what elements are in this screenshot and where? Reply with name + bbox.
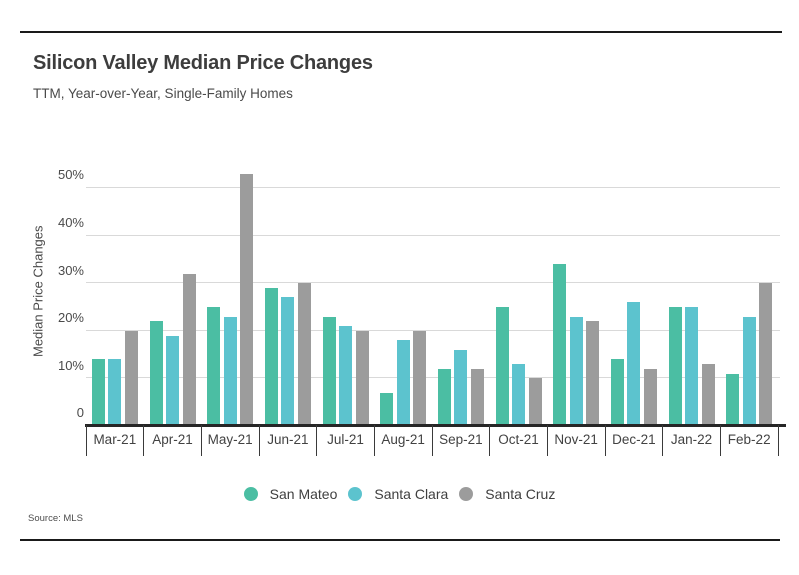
top-rule (20, 31, 782, 33)
legend-item-san-mateo: San Mateo (243, 486, 338, 502)
x-label-may-21: May-21 (207, 432, 253, 447)
y-tick-label-0: 0 (76, 405, 84, 421)
bar-san-mateo-oct-21 (495, 307, 509, 426)
bar-san-mateo-dec-21 (610, 359, 624, 426)
bar-san-mateo-feb-22 (726, 373, 740, 426)
x-tick-7 (489, 425, 491, 456)
legend-item-santa-clara: Santa Clara (348, 486, 448, 502)
bar-santa-clara-apr-21 (166, 335, 179, 426)
y-tick-label-30pct: 30% (57, 262, 84, 278)
bar-san-mateo-apr-21 (149, 321, 163, 426)
x-label-jul-21: Jul-21 (327, 432, 364, 447)
bar-san-mateo-sep-21 (437, 368, 451, 426)
chart-subtitle: TTM, Year-over-Year, Single-Family Homes (33, 86, 293, 101)
bar-santa-cruz-dec-21 (643, 368, 657, 426)
x-tick-12 (777, 425, 779, 456)
bar-santa-clara-jun-21 (281, 297, 295, 426)
y-tick-label-20pct: 20% (57, 310, 84, 326)
gridline-30pct (86, 282, 780, 284)
bar-santa-cruz-feb-22 (759, 283, 773, 426)
bar-santa-clara-may-21 (223, 316, 237, 426)
bar-santa-clara-aug-21 (396, 340, 410, 426)
bar-santa-clara-jul-21 (339, 326, 352, 426)
gridline-10pct (86, 377, 780, 379)
x-axis-line (85, 424, 786, 427)
x-tick-4 (316, 425, 318, 456)
bar-santa-cruz-jan-22 (701, 364, 715, 426)
x-label-oct-21: Oct-21 (498, 432, 539, 447)
bar-santa-clara-sep-21 (454, 349, 468, 426)
legend-label: San Mateo (269, 486, 338, 502)
bar-santa-cruz-mar-21 (124, 330, 138, 426)
x-label-nov-21: Nov-21 (554, 432, 598, 447)
x-label-mar-21: Mar-21 (93, 432, 137, 447)
x-label-apr-21: Apr-21 (152, 432, 193, 447)
x-tick-0 (85, 425, 87, 456)
gridline-40pct (86, 234, 780, 236)
chart-title: Silicon Valley Median Price Changes (33, 52, 373, 74)
x-label-feb-22: Feb-22 (727, 432, 771, 447)
bar-san-mateo-nov-21 (553, 264, 567, 426)
legend-label: Santa Cruz (485, 486, 556, 502)
bar-santa-clara-oct-21 (512, 364, 526, 426)
bar-santa-clara-jan-22 (685, 307, 699, 426)
plot-area (86, 155, 780, 426)
bar-san-mateo-mar-21 (91, 359, 105, 426)
legend-swatch-icon (348, 487, 363, 501)
x-label-jun-21: Jun-21 (267, 432, 309, 447)
x-tick-1 (143, 425, 145, 456)
gridline-20pct (86, 329, 780, 331)
x-label-aug-21: Aug-21 (381, 432, 425, 447)
bar-santa-cruz-aug-21 (413, 330, 427, 426)
x-tick-6 (431, 425, 433, 456)
bar-santa-cruz-oct-21 (528, 378, 542, 426)
y-tick-label-40pct: 40% (57, 215, 84, 230)
bar-santa-cruz-jul-21 (355, 330, 369, 426)
legend-label: Santa Clara (374, 486, 449, 502)
legend: San Mateo Santa Clara Santa Cruz (0, 486, 799, 502)
gridline-50pct (86, 187, 780, 188)
bar-santa-clara-nov-21 (569, 316, 583, 426)
bar-san-mateo-aug-21 (380, 392, 394, 426)
legend-swatch-icon (459, 487, 474, 501)
y-tick-label-10pct: 10% (57, 357, 84, 373)
bar-santa-cruz-nov-21 (586, 321, 600, 426)
bottom-rule (20, 539, 780, 541)
source-note: Source: MLS (28, 513, 83, 524)
bar-san-mateo-jul-21 (322, 316, 336, 426)
x-label-jan-22: Jan-22 (670, 432, 713, 447)
y-tick-label-50pct: 50% (57, 167, 84, 183)
x-tick-11 (719, 425, 722, 456)
bar-santa-cruz-sep-21 (470, 368, 484, 426)
bar-santa-cruz-apr-21 (182, 273, 196, 426)
bar-santa-clara-dec-21 (627, 302, 641, 426)
x-label-sep-21: Sep-21 (439, 432, 483, 447)
bar-santa-cruz-jun-21 (297, 283, 311, 426)
bar-san-mateo-jun-21 (264, 287, 278, 426)
x-label-dec-21: Dec-21 (612, 432, 656, 447)
x-tick-5 (373, 425, 376, 456)
bar-santa-cruz-may-21 (240, 173, 254, 426)
x-tick-10 (662, 425, 664, 456)
x-tick-3 (258, 425, 260, 456)
x-tick-9 (604, 425, 606, 456)
x-tick-2 (200, 425, 203, 456)
bar-santa-clara-feb-22 (742, 316, 756, 426)
bar-san-mateo-may-21 (207, 307, 221, 426)
x-tick-8 (546, 425, 549, 456)
legend-swatch-icon (243, 487, 258, 501)
bar-san-mateo-jan-22 (668, 307, 682, 426)
y-axis-title: Median Price Changes (30, 225, 46, 358)
bar-santa-clara-mar-21 (108, 359, 122, 426)
legend-item-santa-cruz: Santa Cruz (459, 486, 555, 502)
